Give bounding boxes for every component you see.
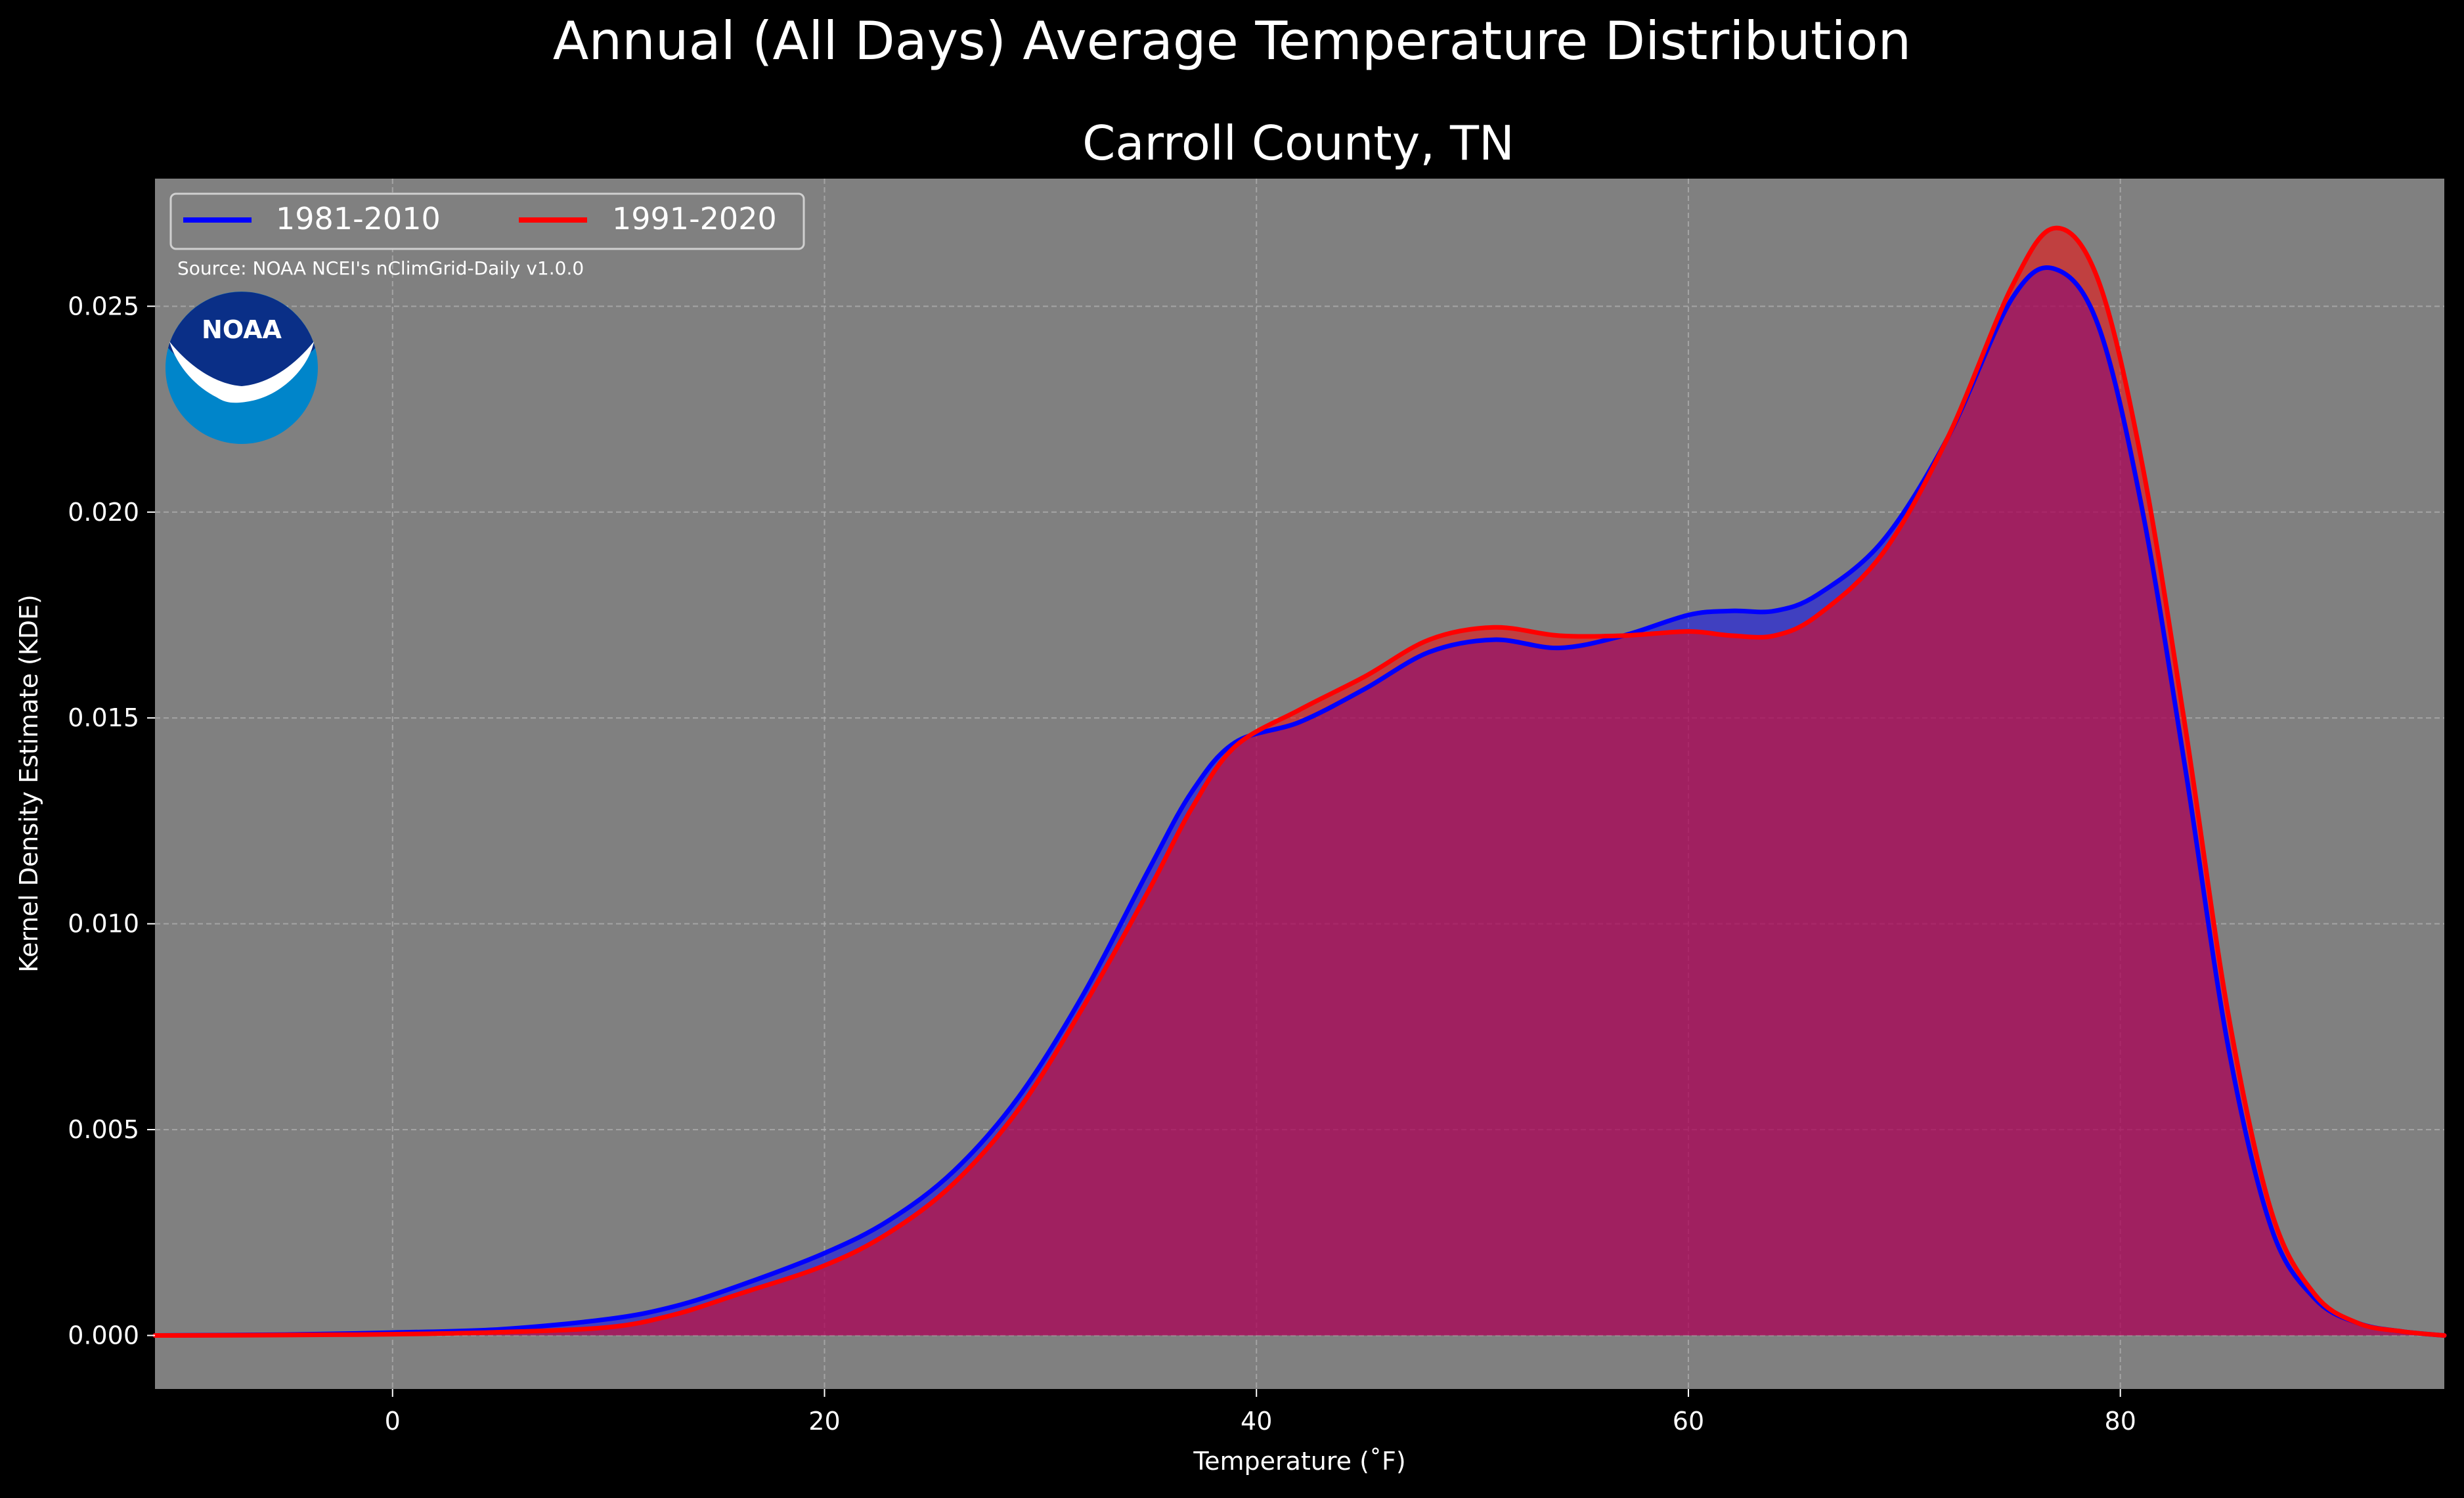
y-tick-label: 0.005 xyxy=(68,1115,139,1144)
noaa-logo-bird-tail xyxy=(217,384,269,398)
y-tick-label: 0.020 xyxy=(68,498,139,527)
series-fill-layer xyxy=(155,228,2444,1336)
x-tick-label: 0 xyxy=(385,1407,401,1436)
x-tick-label: 80 xyxy=(2105,1407,2136,1436)
y-tick-label: 0.000 xyxy=(68,1321,139,1350)
noaa-logo-text: NOAA xyxy=(202,315,282,344)
y-tick-label: 0.010 xyxy=(68,910,139,938)
series-line-1991-2020 xyxy=(152,225,2447,1338)
x-tick-label: 40 xyxy=(1241,1407,1272,1436)
series-line-1981-2010 xyxy=(152,265,2447,1338)
noaa-logo-upper-disc xyxy=(168,292,315,394)
chart-title: Carroll County, TN xyxy=(1082,116,1514,171)
noaa-logo: NOAA xyxy=(165,292,318,444)
legend: 1981-2010 1991-2020 xyxy=(169,192,805,250)
legend-box xyxy=(169,192,805,250)
legend-label-1981-2010: 1981-2010 xyxy=(276,201,441,236)
y-tick-label: 0.025 xyxy=(68,292,139,320)
noaa-logo-bird-wing xyxy=(169,341,314,403)
x-tick-label: 20 xyxy=(808,1407,840,1436)
figure-suptitle: Annual (All Days) Average Temperature Di… xyxy=(553,11,1911,72)
x-tick-label: 60 xyxy=(1673,1407,1704,1436)
y-tick-label: 0.015 xyxy=(68,703,139,732)
y-axis-label: Kernel Density Estimate (KDE) xyxy=(14,594,43,973)
series-line-layer xyxy=(152,225,2447,1338)
axes-layer: 0 20 40 60 80 0.000 0.005 0.010 0.015 0.020 0.025 xyxy=(68,292,2136,1436)
series-area-1991-2020 xyxy=(155,228,2444,1336)
x-axis-label: Temperature (˚F) xyxy=(1193,1447,1405,1476)
source-note: Source: NOAA NCEI's nClimGrid-Daily v1.0… xyxy=(177,257,584,279)
legend-label-1991-2020: 1991-2020 xyxy=(612,201,777,236)
